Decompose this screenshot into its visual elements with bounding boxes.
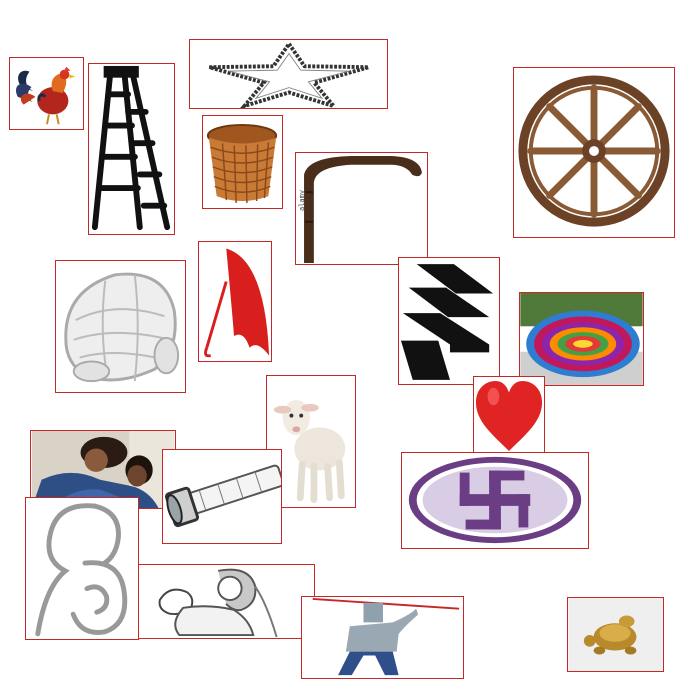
tile-heart[interactable] <box>473 376 545 454</box>
tile-ladder[interactable] <box>88 63 175 235</box>
tile-walking-cane[interactable]: alamy <box>295 152 428 265</box>
basket-icon <box>206 123 278 203</box>
tile-swastika-emblem[interactable] <box>401 452 589 549</box>
brass-turtle-icon <box>568 598 663 671</box>
lamb-icon <box>273 399 346 504</box>
tile-rooster[interactable] <box>9 57 84 130</box>
tile-umbrella[interactable] <box>198 241 272 362</box>
tile-brass-turtle[interactable] <box>567 597 664 672</box>
umbrella-icon <box>204 248 270 358</box>
tile-wagon-wheel[interactable] <box>513 67 675 238</box>
turtle-icon <box>64 272 180 383</box>
mother-baby-icon <box>158 568 278 638</box>
watermark-text: alamy <box>298 189 306 211</box>
heart-icon <box>475 380 543 451</box>
tile-person-with-pole[interactable] <box>301 596 464 679</box>
tile-flashlight[interactable] <box>162 449 282 544</box>
rooster-icon <box>16 66 76 125</box>
ladder-icon <box>91 65 171 231</box>
wheel-icon <box>518 75 670 227</box>
swastika-icon <box>408 456 582 544</box>
person-pole-icon <box>312 597 460 676</box>
tile-basket[interactable] <box>202 115 283 209</box>
mat-icon <box>520 293 643 385</box>
flashlight-icon <box>164 464 281 528</box>
tile-turtle-sketch[interactable] <box>55 260 186 393</box>
cane-icon <box>304 155 422 264</box>
mother-child-icon <box>35 503 128 637</box>
tile-mother-baby-sketch[interactable] <box>138 564 315 639</box>
tile-colorful-mat[interactable] <box>519 292 644 386</box>
star-icon <box>208 40 370 108</box>
tile-steps[interactable] <box>398 257 500 385</box>
tile-mother-child-line-art[interactable] <box>25 497 139 640</box>
steps-icon <box>400 264 494 380</box>
tile-star[interactable] <box>189 39 388 109</box>
